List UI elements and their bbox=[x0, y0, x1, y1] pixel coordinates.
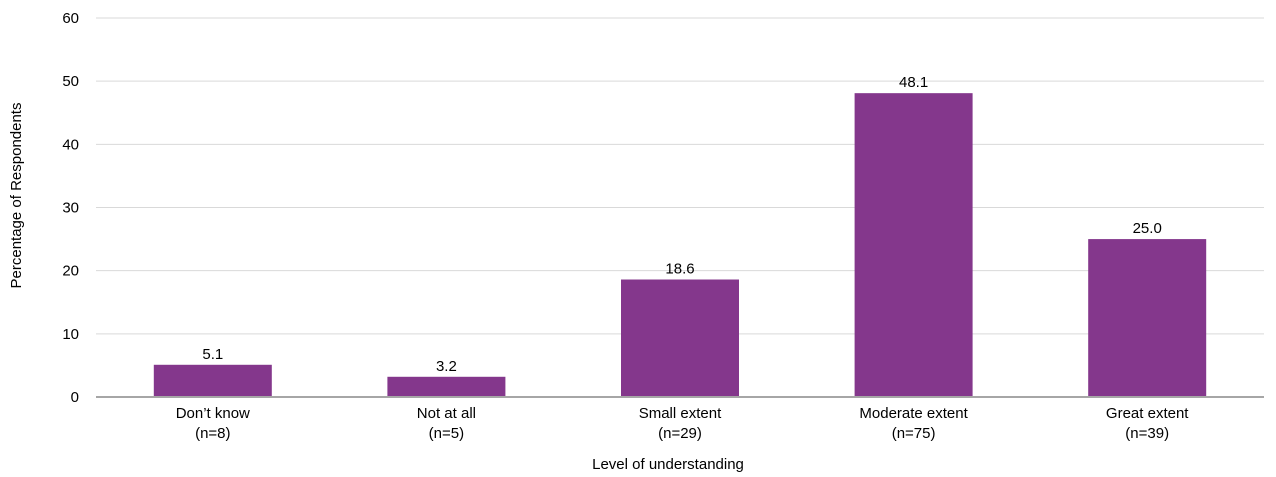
bar bbox=[854, 93, 973, 397]
category-count-label: (n=39) bbox=[1125, 425, 1169, 442]
category-label: Not at all bbox=[417, 405, 476, 422]
category-label: Small extent bbox=[639, 405, 722, 422]
y-tick-label: 50 bbox=[62, 73, 79, 90]
y-tick-label: 20 bbox=[62, 263, 79, 280]
y-tick-label: 10 bbox=[62, 326, 79, 343]
category-label: Don’t know bbox=[176, 405, 250, 422]
bar bbox=[387, 376, 506, 397]
y-tick-label: 60 bbox=[62, 10, 79, 27]
category-count-label: (n=29) bbox=[658, 425, 702, 442]
data-labels: 5.1 3.2 18.6 48.1 25.0 bbox=[202, 74, 1161, 375]
x-axis-title: Level of understanding bbox=[592, 456, 744, 473]
y-tick-label: 0 bbox=[71, 389, 79, 406]
bar bbox=[621, 279, 739, 397]
category-label: Moderate extent bbox=[859, 405, 968, 422]
category-label: Great extent bbox=[1106, 405, 1189, 422]
bars bbox=[153, 93, 1207, 397]
gridlines bbox=[96, 17, 1264, 335]
data-label: 25.0 bbox=[1133, 220, 1162, 237]
bar bbox=[153, 364, 272, 397]
category-count-label: (n=75) bbox=[892, 425, 936, 442]
y-tick-label: 40 bbox=[62, 136, 79, 153]
category-count-label: (n=5) bbox=[429, 425, 464, 442]
data-label: 18.6 bbox=[665, 261, 694, 278]
bar bbox=[1088, 239, 1207, 397]
y-tick-label: 30 bbox=[62, 200, 79, 217]
y-axis-ticks: 0 10 20 30 40 50 60 bbox=[62, 10, 79, 406]
y-axis-title: Percentage of Respondents bbox=[8, 103, 25, 289]
category-count-label: (n=8) bbox=[195, 425, 230, 442]
category-labels: Don’t know (n=8) Not at all (n=5) Small exte… bbox=[176, 405, 1190, 442]
data-label: 5.1 bbox=[202, 346, 223, 363]
data-label: 3.2 bbox=[436, 358, 457, 375]
data-label: 48.1 bbox=[899, 74, 928, 91]
